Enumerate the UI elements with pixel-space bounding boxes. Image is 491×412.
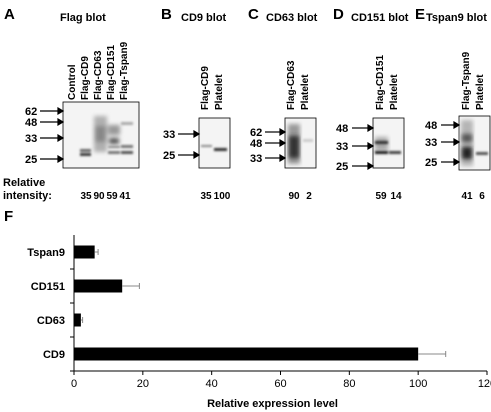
category-label: CD63 [37, 315, 65, 327]
mw-marker-label: 48 [25, 117, 37, 129]
panel-letter-d: D [333, 6, 344, 23]
expression-bar-chart: 0 20 40 60 80 100 120 Tspan9 CD151 CD63 CD9 Relativ… [27, 235, 491, 410]
intensity-value: 6 [479, 191, 485, 202]
blot-bands [80, 116, 133, 156]
mw-marker-label: 33 [425, 137, 437, 149]
marker-arrows [352, 123, 375, 171]
bar [74, 245, 95, 259]
lane-label: Flag-Tspan9 [119, 41, 130, 100]
intensity-value: 2 [306, 191, 312, 202]
blot-title-d: CD151 blot [351, 12, 409, 24]
mw-marker-label: 62 [250, 127, 262, 139]
lane-label: Platelet [214, 74, 225, 110]
category-label: Tspan9 [27, 247, 65, 259]
lane-label: Platelet [300, 74, 311, 110]
panel-b: B CD9 blot Flag-CD9 Platelet 33 25 35 10… [161, 6, 231, 202]
lane-label: Platelet [389, 74, 400, 110]
panel-letter-c: C [248, 6, 259, 23]
panel-letter-e: E [415, 6, 425, 23]
blot-title-e: Tspan9 blot [426, 12, 487, 24]
blot-title-b: CD9 blot [181, 12, 227, 24]
x-tick-label: 100 [409, 378, 427, 390]
mw-marker-label: 25 [425, 157, 437, 169]
blot-bands [288, 124, 313, 164]
mw-marker-label: 33 [25, 133, 37, 145]
lane-label: Flag-CD63 [286, 60, 297, 110]
intensity-value: 41 [461, 191, 473, 202]
blot-title-a: Flag blot [60, 12, 106, 24]
mw-marker-label: 48 [336, 123, 348, 135]
intensity-value: 100 [214, 191, 231, 202]
x-tick-label: 80 [343, 378, 355, 390]
lane-label: Flag-CD151 [375, 55, 386, 110]
intensity-value: 14 [390, 191, 402, 202]
category-label: CD151 [31, 281, 65, 293]
panel-f: F 0 20 40 60 80 100 120 Tspan9 CD151 CD63 CD9 Relat… [4, 208, 491, 410]
x-tick-label: 40 [206, 378, 218, 390]
panel-e: E Tspan9 blot Flag-Tspan9 Platelet 48 33… [415, 6, 491, 202]
panel-letter-b: B [161, 6, 172, 23]
x-axis-title: Relative expression level [207, 398, 338, 410]
blot-bands [375, 137, 401, 154]
mw-marker-label: 25 [163, 150, 175, 162]
intensity-value: 35 [80, 191, 92, 202]
intensity-value: 59 [375, 191, 387, 202]
intensity-value: 90 [288, 191, 300, 202]
panel-a: A Flag blot Control Flag-CD9 Flag-CD63 F… [3, 6, 140, 202]
intensity-value: 59 [106, 191, 118, 202]
marker-arrows [40, 106, 65, 164]
mw-marker-label: 33 [250, 153, 262, 165]
mw-marker-label: 48 [250, 138, 262, 150]
category-label: CD9 [43, 349, 65, 361]
bar [74, 313, 81, 327]
blot-bands [461, 120, 488, 166]
mw-marker-label: 25 [336, 161, 348, 173]
marker-arrows [178, 129, 201, 160]
mw-marker-label: 48 [425, 120, 437, 132]
lane-label: Flag-CD151 [106, 45, 117, 100]
intensity-label: Relative [3, 177, 45, 189]
lane-label: Control [67, 64, 78, 100]
bar [74, 347, 419, 361]
intensity-label: intensity: [3, 190, 52, 202]
blot-title-c: CD63 blot [266, 12, 318, 24]
bar [74, 279, 123, 293]
intensity-value: 90 [93, 191, 105, 202]
panel-letter-f: F [4, 208, 13, 225]
panel-c: C CD63 blot Flag-CD63 Platelet 62 48 33 … [248, 6, 318, 202]
lane-label: Flag-Tspan9 [461, 51, 472, 110]
lane-label: Platelet [475, 74, 486, 110]
intensity-value: 41 [119, 191, 131, 202]
marker-arrows [441, 120, 461, 167]
lane-label: Flag-CD9 [200, 66, 211, 110]
panel-letter-a: A [4, 6, 15, 23]
mw-marker-label: 33 [163, 129, 175, 141]
x-tick-label: 0 [71, 378, 77, 390]
x-tick-label: 60 [274, 378, 286, 390]
blot-membrane [198, 117, 231, 169]
panel-d: D CD151 blot Flag-CD151 Platelet 48 33 2… [333, 6, 409, 202]
marker-arrows [265, 127, 287, 163]
mw-marker-label: 25 [25, 154, 37, 166]
blot-bands [201, 145, 227, 151]
lane-label: Flag-CD63 [93, 50, 104, 100]
mw-marker-label: 62 [25, 106, 37, 118]
x-tick-label: 120 [478, 378, 491, 390]
lane-label: Flag-CD9 [80, 56, 91, 100]
intensity-value: 35 [200, 191, 212, 202]
x-tick-label: 20 [137, 378, 149, 390]
mw-marker-label: 33 [336, 141, 348, 153]
